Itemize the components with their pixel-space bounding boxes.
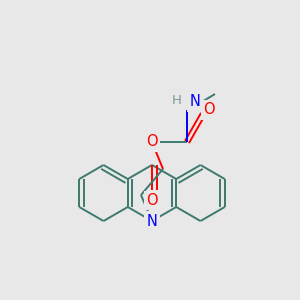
Text: N: N bbox=[147, 214, 158, 229]
Text: O: O bbox=[146, 134, 158, 149]
Text: O: O bbox=[203, 103, 215, 118]
Text: N: N bbox=[190, 94, 200, 110]
Text: H: H bbox=[172, 94, 182, 106]
Text: O: O bbox=[146, 193, 158, 208]
